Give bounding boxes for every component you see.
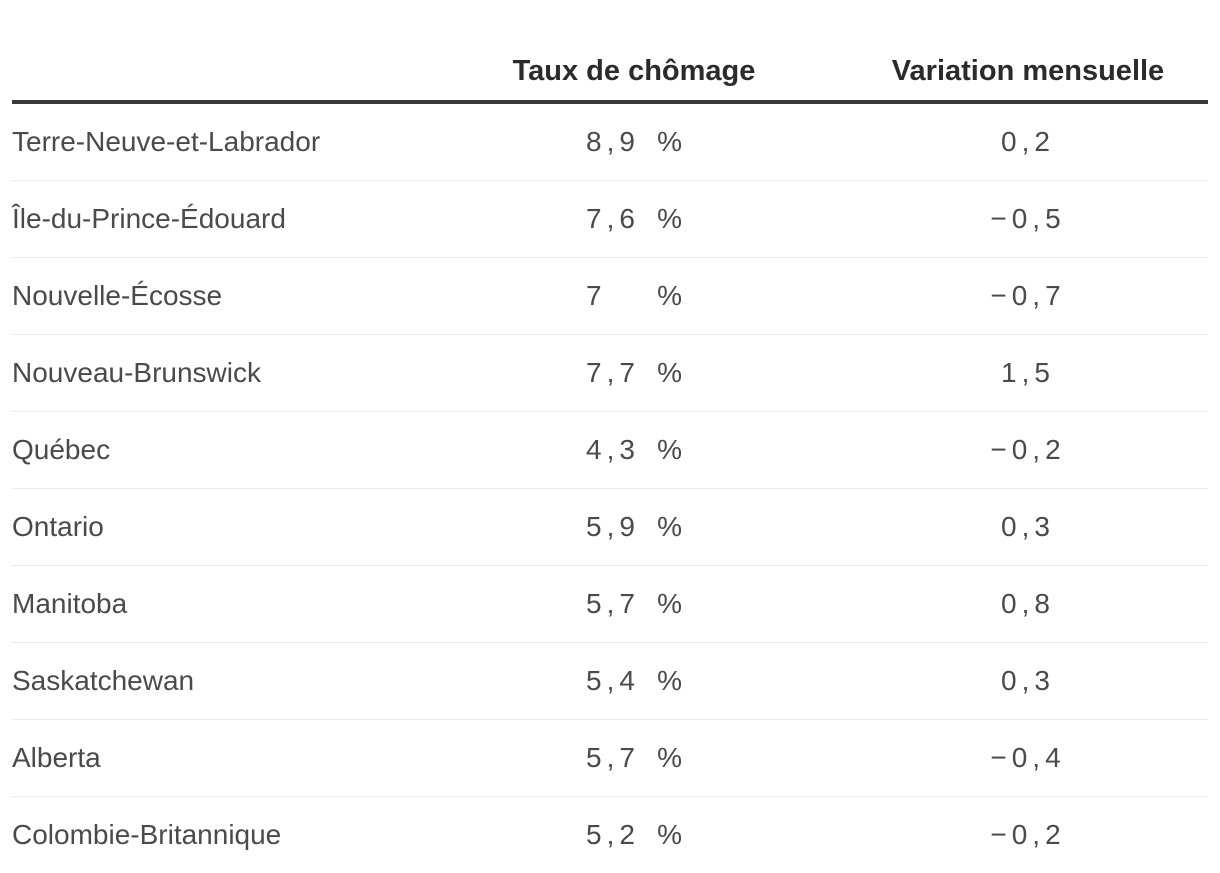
monthly-change-value: 0,3 <box>1001 511 1055 542</box>
percent-sign: % <box>657 280 682 311</box>
unemployment-rate-cell: 5,4 % <box>504 665 764 697</box>
percent-sign: % <box>657 126 682 157</box>
percent-sign: % <box>657 434 682 465</box>
percent-sign: % <box>657 588 682 619</box>
table-row: Nouvelle-Écosse 7 % −0,7 <box>12 258 1208 335</box>
unemployment-rate-cell: 5,7 % <box>504 742 764 774</box>
percent-sign: % <box>657 742 682 773</box>
monthly-change-value: 1,5 <box>1001 357 1055 388</box>
rate-value: 5,7 <box>586 588 640 619</box>
rate-value-group: 7,6 % <box>586 203 682 235</box>
rate-value-group: 4,3 % <box>586 434 682 466</box>
rate-value: 5,4 <box>586 665 640 696</box>
monthly-change-value: −0,2 <box>990 819 1066 850</box>
unemployment-rate-cell: 5,9 % <box>504 511 764 543</box>
monthly-change-value: −0,4 <box>990 742 1066 773</box>
province-label: Alberta <box>12 742 101 773</box>
percent-sign: % <box>657 665 682 696</box>
rate-value-group: 5,4 % <box>586 665 682 697</box>
column-header-change: Variation mensuelle <box>891 55 1165 87</box>
province-label: Saskatchewan <box>12 665 195 696</box>
table-row: Manitoba 5,7 % 0,8 <box>12 566 1208 643</box>
province-label: Nouvelle-Écosse <box>12 280 223 311</box>
table-row: Québec 4,3 % −0,2 <box>12 412 1208 489</box>
percent-sign: % <box>657 819 682 850</box>
rate-value-group: 5,2 % <box>586 819 682 851</box>
rate-value: 5,2 <box>586 819 640 850</box>
province-label: Québec <box>12 434 111 465</box>
table-row: Saskatchewan 5,4 % 0,3 <box>12 643 1208 720</box>
table-row: Colombie-Britannique 5,2 % −0,2 <box>12 797 1208 873</box>
rate-value: 7,7 <box>586 357 640 388</box>
table-row: Île-du-Prince-Édouard 7,6 % −0,5 <box>12 181 1208 258</box>
province-label: Colombie-Britannique <box>12 819 282 850</box>
rate-value: 4,3 <box>586 434 640 465</box>
column-header-rate: Taux de chômage <box>512 55 756 87</box>
province-label: Nouveau-Brunswick <box>12 357 261 388</box>
monthly-change-value: −0,7 <box>990 280 1066 311</box>
table-row: Ontario 5,9 % 0,3 <box>12 489 1208 566</box>
rate-value-group: 5,7 % <box>586 742 682 774</box>
unemployment-rate-cell: 5,7 % <box>504 588 764 620</box>
rate-value: 7,6 <box>586 203 640 234</box>
unemployment-rate-cell: 7,6 % <box>504 203 764 235</box>
unemployment-rate-cell: 5,2 % <box>504 819 764 851</box>
percent-sign: % <box>657 511 682 542</box>
rate-value: 7 <box>586 280 607 311</box>
monthly-change-value: −0,5 <box>990 203 1066 234</box>
monthly-change-value: 0,2 <box>1001 126 1055 157</box>
unemployment-rate-cell: 7,7 % <box>504 357 764 389</box>
rate-value: 5,7 <box>586 742 640 773</box>
rate-value: 5,9 <box>586 511 640 542</box>
rate-value-group: 5,7 % <box>586 588 682 620</box>
unemployment-rate-cell: 7 % <box>504 280 764 312</box>
percent-sign: % <box>657 203 682 234</box>
rate-value-group: 7,7 % <box>586 357 682 389</box>
unemployment-rate-cell: 8,9 % <box>504 126 764 158</box>
monthly-change-value: 0,8 <box>1001 588 1055 619</box>
table-row: Alberta 5,7 % −0,4 <box>12 720 1208 797</box>
province-label: Manitoba <box>12 588 128 619</box>
table-row: Terre-Neuve-et-Labrador 8,9 % 0,2 <box>12 104 1208 181</box>
monthly-change-value: 0,3 <box>1001 665 1055 696</box>
province-label: Ontario <box>12 511 104 542</box>
rate-value-group: 7 % <box>586 280 682 312</box>
table-row: Nouveau-Brunswick 7,7 % 1,5 <box>12 335 1208 412</box>
percent-sign: % <box>657 357 682 388</box>
rate-value-group: 8,9 % <box>586 126 682 158</box>
province-label: Île-du-Prince-Édouard <box>12 203 286 234</box>
unemployment-rate-cell: 4,3 % <box>504 434 764 466</box>
monthly-change-value: −0,2 <box>990 434 1066 465</box>
unemployment-table: Taux de chômage Variation mensuelle Terr… <box>12 0 1208 873</box>
rate-value-group: 5,9 % <box>586 511 682 543</box>
rate-value: 8,9 <box>586 126 640 157</box>
province-label: Terre-Neuve-et-Labrador <box>12 126 321 157</box>
table-header-row: Taux de chômage Variation mensuelle <box>12 0 1208 104</box>
table-body: Terre-Neuve-et-Labrador 8,9 % 0,2 Île-du… <box>12 104 1208 873</box>
